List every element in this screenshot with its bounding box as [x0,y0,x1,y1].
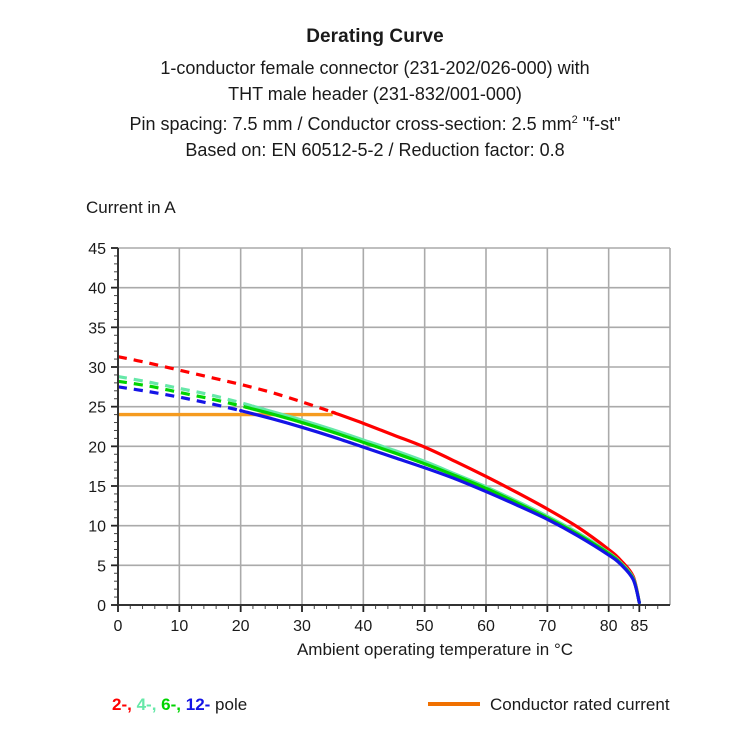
y-tick-label: 25 [88,400,106,417]
series-line-solid [245,405,641,605]
y-axis-label: Current in A [86,198,176,217]
legend-item-4-pole: 4-, [136,695,157,714]
title-line-2: THT male header (231-832/001-000) [228,84,522,104]
x-axis-ticks: 0 10 20 30 40 50 60 70 80 85 [114,605,659,635]
x-tick-label: 70 [538,618,556,635]
y-tick-label: 35 [88,320,106,337]
title-line-4: Based on: EN 60512-5-2 / Reduction facto… [185,140,565,160]
y-tick-label: 30 [88,360,106,377]
x-tick-label: 60 [477,618,495,635]
y-tick-label: 10 [88,519,106,536]
x-tick-label: 50 [416,618,434,635]
x-tick-label: 85 [630,618,648,635]
x-tick-label: 0 [114,618,123,635]
title-line-3-pre: Pin spacing: 7.5 mm / Conductor cross-se… [129,114,572,134]
y-tick-label: 20 [88,439,106,456]
rated-current-swatch-icon [428,702,480,707]
y-axis-ticks: 0 5 10 15 20 25 30 35 40 45 [88,241,118,615]
legend-item-6-pole: 6-, [161,695,181,714]
grid-lines [118,247,671,606]
legend-item-12-pole: 12- [185,695,211,714]
axis-lines [117,248,670,606]
legend-poles: 2-, 4-, 6-, 12- pole [112,695,247,715]
x-tick-label: 20 [232,618,250,635]
x-tick-label: 30 [293,618,311,635]
y-tick-label: 5 [97,558,106,575]
legend-rated-label: Conductor rated current [490,695,670,714]
legend-rated-current: Conductor rated current [428,695,670,715]
series-line-solid [251,404,641,605]
y-tick-label: 45 [88,241,106,258]
y-tick-label: 15 [88,479,106,496]
title-line-3: Pin spacing: 7.5 mm / Conductor cross-se… [0,107,750,137]
x-tick-label: 80 [600,618,618,635]
chart-title-block: Derating Curve 1-conductor female connec… [0,26,750,163]
title-line-3-superscript: 2 [571,114,578,126]
x-tick-label: 40 [354,618,372,635]
title-line-3-post: "f-st" [577,114,621,134]
series-line-dashed [117,385,245,413]
y-tick-label: 0 [97,598,106,615]
series-line-dashed [117,355,337,415]
x-axis-label: Ambient operating temperature in °C [296,640,574,659]
series-curves [117,355,641,605]
x-tick-label: 10 [170,618,188,635]
series-line-dashed [117,379,248,410]
y-tick-label: 40 [88,281,106,298]
legend-item-2-pole: 2-, [112,695,132,714]
page-title: Derating Curve [306,26,444,47]
series-line-solid [331,410,641,605]
title-line-1: 1-conductor female connector (231-202/02… [160,58,590,78]
chart-legend: 2-, 4-, 6-, 12- pole Conductor rated cur… [0,695,750,735]
legend-poles-suffix: pole [210,695,248,714]
series-line-solid [239,409,641,605]
